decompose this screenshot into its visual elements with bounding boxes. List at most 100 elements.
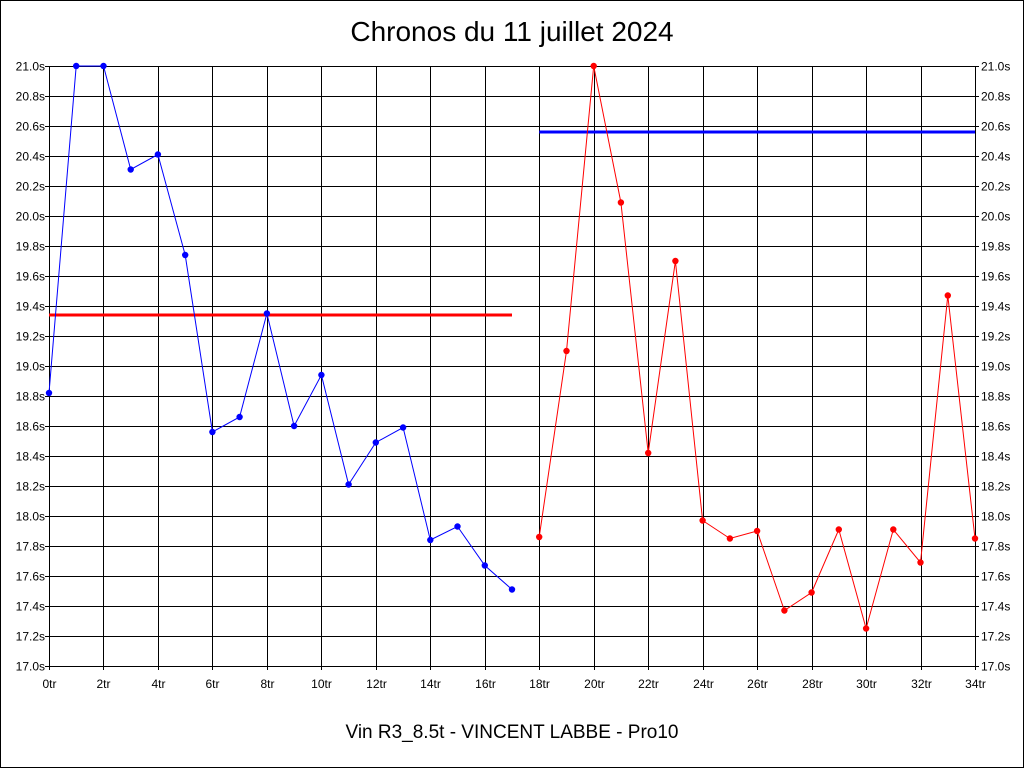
x-tick-label: 4tr [151,677,165,691]
x-tick-label: 12tr [366,677,387,691]
x-tick-label: 10tr [311,677,332,691]
y-tick-label-right: 18.8s [981,390,1010,404]
data-point [154,151,162,158]
y-tick-label-right: 20.2s [981,180,1010,194]
y-tick-label-right: 18.0s [981,510,1010,524]
data-point [890,526,897,533]
x-tick-label: 24tr [693,677,714,691]
y-tick-label-right: 20.4s [981,150,1010,164]
data-point [862,625,870,632]
data-point [345,481,352,488]
data-point [645,449,652,457]
y-tick-label-right: 17.8s [981,540,1010,554]
data-point [944,292,951,299]
series-line [48,65,513,590]
y-tick-label-left: 20.2s [16,180,45,194]
y-tick-label-right: 20.6s [981,120,1010,134]
data-point [372,439,379,446]
data-point [917,559,924,566]
data-point [73,62,80,70]
y-tick-label-right: 19.0s [981,360,1010,374]
y-tick-label-left: 20.6s [16,120,45,134]
x-tick-label: 32tr [911,677,932,691]
data-point [263,310,271,317]
data-point [808,589,815,596]
data-point [100,62,107,70]
y-tick-label-right: 18.6s [981,420,1010,434]
y-tick-label-right: 19.6s [981,270,1010,284]
y-tick-label-right: 17.4s [981,600,1010,614]
y-tick-label-right: 20.0s [981,210,1010,224]
data-point [726,535,734,542]
data-point [290,422,298,430]
y-tick-label-right: 18.2s [981,480,1010,494]
data-point [563,347,570,355]
y-tick-label-right: 18.4s [981,450,1010,464]
y-tick-label-left: 18.0s [16,510,45,524]
y-tick-label-left: 20.8s [16,90,45,104]
data-point [209,428,216,436]
y-tick-label-left: 18.4s [16,450,45,464]
y-tick-label-left: 17.6s [16,570,45,584]
data-point [971,535,979,542]
y-tick-label-left: 19.4s [16,300,45,314]
y-tick-label-right: 17.0s [981,660,1010,674]
y-tick-label-right: 17.2s [981,630,1010,644]
data-point [182,251,189,259]
y-tick-label-left: 17.2s [16,630,45,644]
data-point [427,536,434,544]
y-tick-label-left: 20.0s [16,210,45,224]
data-point [508,586,516,593]
x-tick-label: 8tr [260,677,274,691]
x-tick-label: 30tr [856,677,877,691]
y-tick-label-left: 20.4s [16,150,45,164]
data-point [672,257,679,265]
x-tick-label: 22tr [638,677,659,691]
x-tick-label: 16tr [475,677,496,691]
y-tick-label-left: 17.8s [16,540,45,554]
y-tick-label-left: 18.2s [16,480,45,494]
data-point [617,199,625,206]
x-tick-label: 2tr [96,677,110,691]
y-tick-label-right: 20.8s [981,90,1010,104]
data-point [590,62,597,70]
x-tick-label: 26tr [747,677,768,691]
data-point [699,517,706,524]
y-tick-label-left: 17.4s [16,600,45,614]
y-tick-label-right: 19.4s [981,300,1010,314]
data-point [753,527,761,535]
x-tick-label: 18tr [529,677,550,691]
x-tick-label: 20tr [584,677,605,691]
y-tick-label-left: 19.8s [16,240,45,254]
x-tick-label: 6tr [205,677,219,691]
data-point [454,523,461,530]
y-tick-label-right: 17.6s [981,570,1010,584]
data-point [835,526,842,533]
y-tick-label-right: 19.8s [981,240,1010,254]
data-point [318,371,325,379]
y-tick-label-left: 19.0s [16,360,45,374]
data-point [481,562,488,569]
data-point [399,424,407,431]
data-point [127,166,134,173]
x-tick-label: 28tr [802,677,823,691]
data-point [781,607,788,614]
y-tick-label-left: 19.6s [16,270,45,284]
data-point [536,533,543,541]
x-tick-label: 0tr [42,677,56,691]
x-tick-label: 14tr [420,677,441,691]
data-point [45,389,53,397]
y-tick-label-left: 18.6s [16,420,45,434]
data-point [236,413,243,421]
y-tick-label-left: 19.2s [16,330,45,344]
y-tick-label-left: 21.0s [16,60,45,74]
y-tick-label-left: 17.0s [16,660,45,674]
y-tick-label-left: 18.8s [16,390,45,404]
chart-footer: Vin R3_8.5t - VINCENT LABBE - Pro10 [345,722,679,743]
grid-lines [45,66,979,670]
chart-title: Chronos du 11 juillet 2024 [350,16,674,47]
x-tick-label: 34tr [965,677,986,691]
y-tick-label-right: 21.0s [981,60,1010,74]
